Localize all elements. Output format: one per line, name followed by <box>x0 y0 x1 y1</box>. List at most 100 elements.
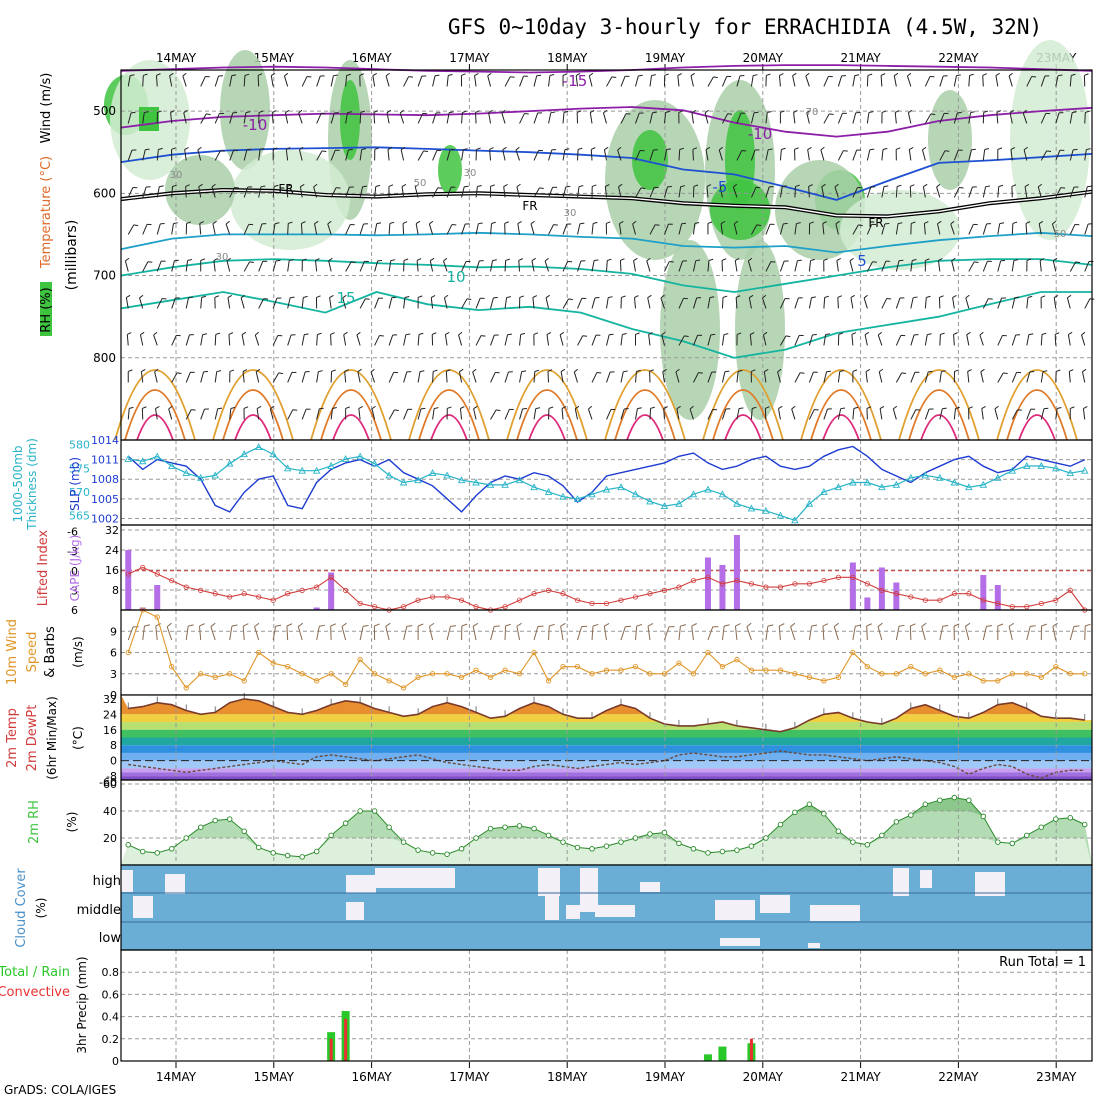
wind-barb <box>634 408 638 420</box>
wind-barb <box>603 149 607 161</box>
wind-barb-flag <box>271 110 277 113</box>
wind-barb <box>574 408 579 420</box>
date-tick-label: 19MAY <box>645 1070 686 1084</box>
rh-point <box>618 839 624 845</box>
contour-label: FR <box>278 182 293 196</box>
wind-barb <box>519 75 524 87</box>
wind-barb-flag <box>226 257 231 262</box>
wind-barb <box>837 150 844 161</box>
wind-barb <box>328 260 332 272</box>
wind-barb <box>229 187 235 198</box>
wind-barb-flag <box>1075 261 1081 264</box>
rh-shading <box>840 190 960 270</box>
isotherm-25-arch <box>320 389 382 441</box>
wind-barb <box>417 334 420 346</box>
wind-barb <box>866 112 870 124</box>
wind-barb <box>591 297 596 309</box>
wind-barb-flag <box>907 72 912 77</box>
wind-barb-flag <box>130 74 135 77</box>
wind-barb-flag <box>950 220 955 225</box>
wind-barb <box>791 408 796 420</box>
y-tick-label: 570 <box>69 486 90 499</box>
wind-barb <box>591 260 595 272</box>
wind-barb-flag <box>199 221 204 224</box>
thickness-point <box>138 457 147 465</box>
wind-barb <box>428 626 434 641</box>
thickness-point <box>312 466 321 474</box>
wind-barb <box>388 297 393 309</box>
wind-barb-flag <box>646 257 651 262</box>
wind-barb <box>461 186 465 198</box>
wind-barb <box>852 626 856 641</box>
y-tick-label: 20 <box>103 832 117 845</box>
wind-barb-flag <box>780 110 785 113</box>
wind-barb <box>924 113 932 124</box>
wind-barb-flag <box>782 185 787 188</box>
wind-barb <box>374 297 380 309</box>
wind-barb <box>634 297 636 309</box>
y-tick-label: 24 <box>105 544 119 557</box>
axis-label: 2m RH <box>27 800 42 844</box>
wind-barb <box>606 260 608 272</box>
wind-barb-flag <box>521 370 527 373</box>
isotherm-line <box>120 258 1093 293</box>
wind-barb-flag <box>561 406 567 409</box>
wind-barb-flag <box>254 622 260 628</box>
axis-label: & Barbs <box>43 626 58 678</box>
wind-barb-flag <box>449 111 454 114</box>
wind-barb-flag <box>937 220 942 225</box>
wind-barb <box>823 297 826 309</box>
cape-bar <box>849 562 856 610</box>
thickness-point <box>1052 464 1060 472</box>
wind-barb <box>808 334 813 346</box>
wind-barb <box>953 334 955 346</box>
wind-barb <box>562 112 565 124</box>
wind-barb <box>910 372 916 383</box>
wind-barb <box>602 112 607 124</box>
wind-barb <box>924 334 928 346</box>
wind-barb <box>446 186 452 198</box>
wind-barb-flag <box>288 221 293 224</box>
wind-barb <box>356 334 361 346</box>
wind-barb <box>140 371 144 383</box>
rh-point <box>995 839 1001 845</box>
wind-barb <box>821 186 825 198</box>
wind-barb-flag <box>823 258 828 261</box>
wind-barb <box>301 334 305 346</box>
wind-barb <box>301 371 306 383</box>
rh-point <box>371 808 378 814</box>
wind-barb <box>357 371 361 383</box>
wind-barb-flag <box>675 368 680 373</box>
wind-barb-flag <box>1086 148 1091 151</box>
wind-speed-point <box>256 649 262 656</box>
wind-barb <box>852 224 859 235</box>
wind-barb <box>577 260 582 272</box>
wind-barb-flag <box>785 335 791 338</box>
wind-speed-point <box>400 685 407 691</box>
wind-barb <box>866 75 869 87</box>
wind-barb-flag <box>930 113 936 116</box>
wind-barb-flag <box>303 295 308 298</box>
wind-barb-flag <box>298 109 303 114</box>
wind-barb-flag <box>490 184 495 187</box>
wind-barb <box>214 113 220 124</box>
y-tick-label: 6 <box>110 647 117 660</box>
wind-barb-flag <box>661 331 666 336</box>
wind-barb-flag <box>719 183 725 188</box>
wind-barb-flag <box>895 147 901 150</box>
wind-barb-flag <box>431 295 436 298</box>
wind-barb <box>736 150 743 161</box>
wind-barb-flag <box>967 369 972 372</box>
wind-barb <box>892 408 897 420</box>
wind-barb-flag <box>820 146 825 151</box>
wind-speed-point <box>603 667 610 673</box>
wind-barb <box>690 75 694 87</box>
wind-barb-flag <box>921 622 927 627</box>
wind-barb <box>330 334 332 346</box>
wind-barb-flag <box>254 331 260 336</box>
wind-barb-flag <box>344 369 349 372</box>
wind-barb-flag <box>750 332 755 335</box>
wind-barb-flag <box>840 407 846 410</box>
wind-barb-flag <box>168 405 173 410</box>
